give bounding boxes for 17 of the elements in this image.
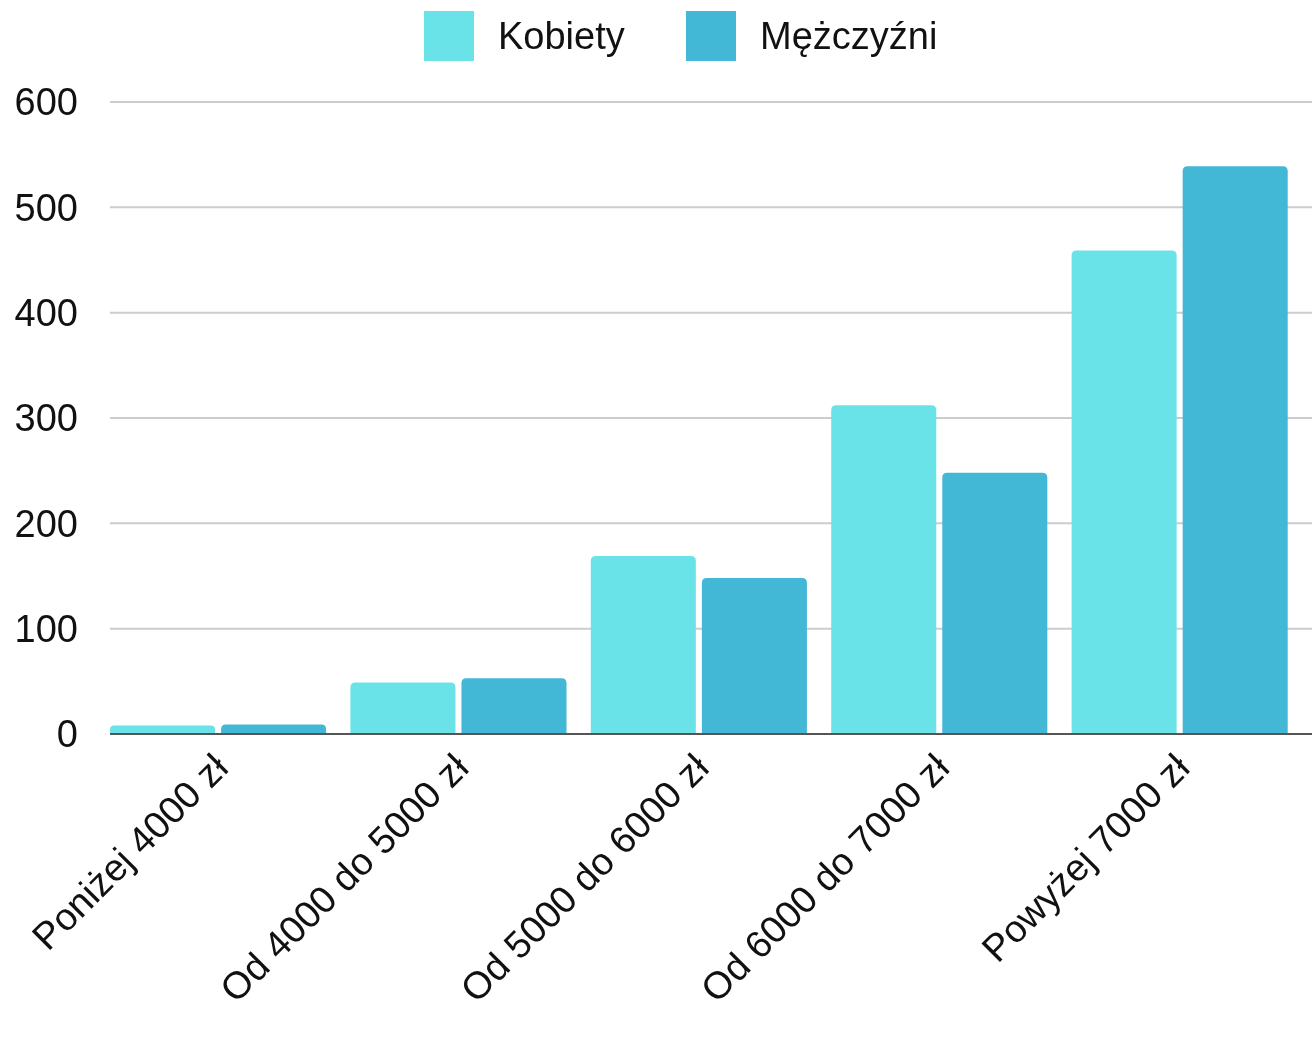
y-tick-label: 600 [14, 81, 78, 124]
y-tick-label: 500 [14, 186, 78, 229]
y-tick-label: 200 [14, 502, 78, 545]
bar [350, 682, 456, 734]
y-tick-label: 100 [14, 607, 78, 650]
legend-label: Kobiety [498, 15, 625, 58]
bar [1182, 166, 1288, 734]
bar [942, 472, 1048, 734]
y-tick-label: 400 [14, 291, 78, 334]
bar [590, 555, 696, 734]
bar [831, 405, 937, 734]
y-tick-label: 300 [14, 397, 78, 440]
y-tick-label: 0 [56, 713, 78, 756]
bar [1071, 250, 1177, 734]
legend-label: Mężczyźni [760, 15, 938, 58]
bar [461, 678, 567, 734]
bar [701, 578, 807, 734]
